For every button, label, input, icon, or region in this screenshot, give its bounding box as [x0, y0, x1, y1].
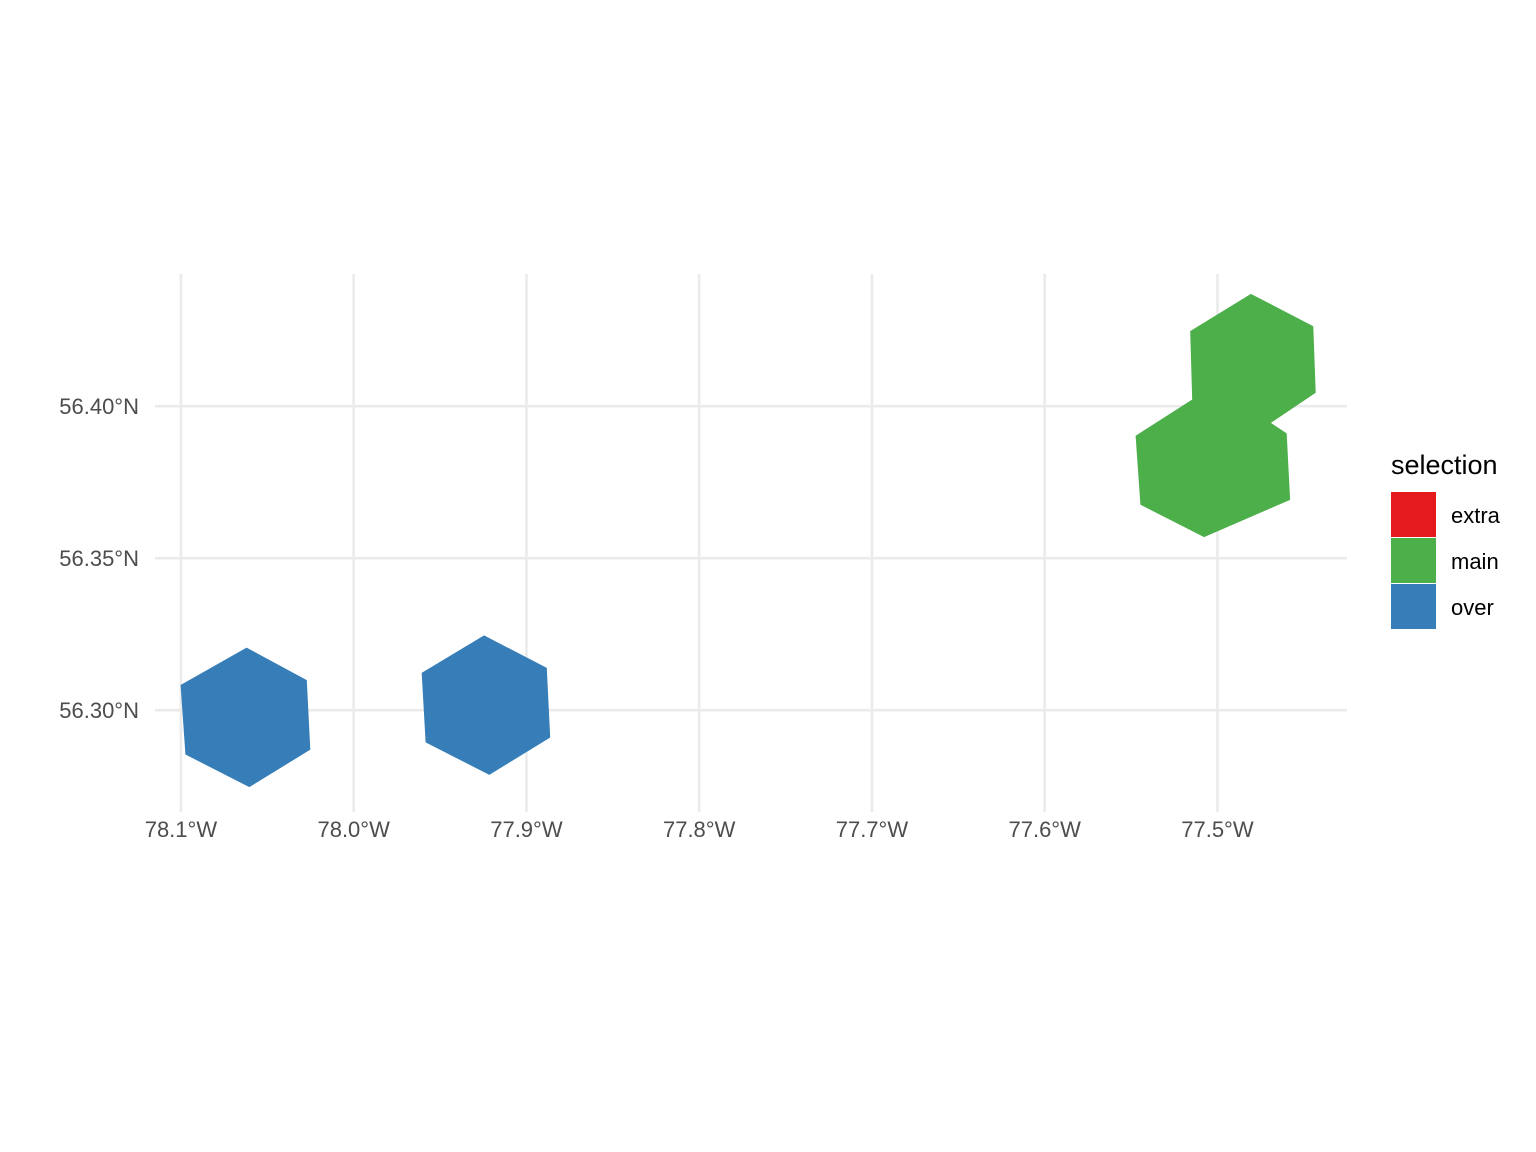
legend-swatch-over	[1391, 584, 1436, 629]
hexagon-over-0	[180, 647, 311, 788]
legend-entries: extra main over	[1391, 492, 1501, 629]
y-tick-label: 56.35°N	[59, 546, 139, 571]
legend-label-over: over	[1451, 595, 1494, 620]
legend-title: selection	[1391, 450, 1498, 480]
legend: selection extra main over	[1391, 450, 1501, 629]
y-axis-latitude: 56.30°N 56.35°N 56.40°N	[59, 394, 139, 723]
x-tick-label: 77.7°W	[836, 817, 909, 842]
hexagon-main-2	[1135, 293, 1316, 538]
x-tick-label: 77.6°W	[1008, 817, 1081, 842]
legend-label-main: main	[1451, 549, 1499, 574]
legend-label-extra: extra	[1451, 503, 1501, 528]
legend-swatch-main	[1391, 538, 1436, 583]
y-tick-label: 56.40°N	[59, 394, 139, 419]
x-tick-label: 77.5°W	[1181, 817, 1254, 842]
legend-swatch-extra	[1391, 492, 1436, 537]
x-axis-longitude: 78.1°W 78.0°W 77.9°W 77.8°W 77.7°W 77.6°W 77.5…	[145, 817, 1254, 842]
x-tick-label: 77.8°W	[663, 817, 736, 842]
hexagon-over-1	[421, 635, 551, 775]
x-tick-label: 78.1°W	[145, 817, 218, 842]
x-tick-label: 78.0°W	[317, 817, 390, 842]
y-tick-label: 56.30°N	[59, 698, 139, 723]
hexagon-cells	[180, 293, 1316, 788]
x-tick-label: 77.9°W	[490, 817, 563, 842]
